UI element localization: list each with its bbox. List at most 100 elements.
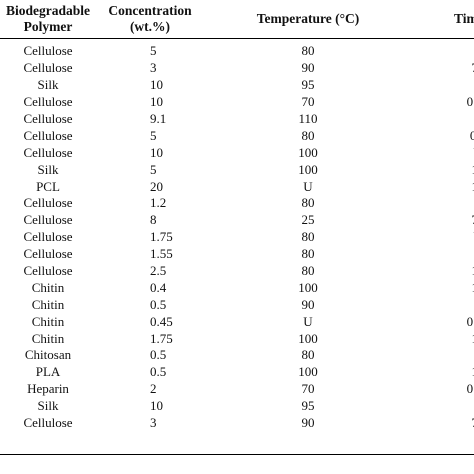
cell-temperature: 80 [301,195,315,211]
cell-time: 0.5 [469,127,474,143]
cell-time: 12 [378,161,474,178]
cell-temperature: 25 [301,212,315,228]
cell-concentration: 3 [150,60,157,76]
cell-concentration: 0.5 [150,296,167,312]
table-row: Heparin 2 70 0.03 [0,381,474,398]
cell-concentration: 1.2 [150,195,167,211]
cell-polymer: Cellulose [23,195,73,211]
cell-polymer: Chitin [31,313,65,329]
cell-temperature: 80 [301,347,315,363]
cell-polymer: Silk [37,398,59,414]
cell-concentration: 2.5 [150,263,167,279]
header-time: Time (Ho [378,0,474,39]
table-row: Cellulose 8 25 72 [0,212,474,229]
cell-time: 2 [378,39,474,60]
cell-polymer: Cellulose [23,263,73,279]
cell-polymer: Cellulose [23,127,73,143]
cell-time: 2 [378,77,474,94]
cell-polymer: PCL [36,178,60,194]
cell-time: 8 [378,296,474,313]
table-row: PCL 20 U 12 [0,178,474,195]
cell-concentration: 0.5 [150,347,167,363]
table-row: Chitin 0.5 90 8 [0,296,474,313]
data-table: Biodegradable Polymer Concentration (wt.… [0,0,474,432]
cell-time: 2 [378,398,474,415]
table-row: Cellulose 3 90 72 [0,415,474,432]
cell-polymer: Cellulose [23,111,73,126]
cell-concentration: 0.4 [150,279,167,295]
cell-temperature: 80 [301,127,315,143]
cell-time: 12 [378,178,474,195]
table-header: Biodegradable Polymer Concentration (wt.… [0,0,474,39]
cell-time: 12 [378,279,474,296]
table-row: Cellulose 1.55 80 8 [0,246,474,263]
cell-polymer: Cellulose [23,246,73,262]
cell-time: U [378,229,474,246]
cell-polymer: Cellulose [23,212,73,228]
header-concentration: Concentration (wt.%) [96,0,218,39]
cell-polymer: Chitin [31,279,65,295]
cell-time: 8 [378,246,474,263]
cell-temperature: 95 [301,398,315,414]
cell-concentration: 10 [150,398,163,414]
cell-concentration: 5 [150,43,157,59]
cell-temperature: 80 [301,229,315,245]
cell-time: 8 [378,195,474,212]
header-polymer-line-1: Biodegradable [5,3,90,18]
table-row: Cellulose 2.5 80 12 [0,263,474,280]
header-polymer: Biodegradable Polymer [0,0,96,39]
cell-temperature: 80 [301,246,315,262]
cell-temperature: 80 [301,263,315,279]
cell-temperature: 110 [298,111,318,126]
cell-temperature: 70 [301,94,315,110]
table-bottom-rule [0,454,474,455]
table-row: Silk 5 100 12 [0,161,474,178]
table-row: Chitin 0.4 100 12 [0,279,474,296]
header-concentration-line-1: Concentration [108,3,192,18]
cell-temperature: U [303,313,313,329]
cell-polymer: Silk [37,161,59,177]
cell-time: 1 [378,347,474,364]
table-row: Chitosan 0.5 80 1 [0,347,474,364]
table-row: Cellulose 10 70 0.03 [0,94,474,111]
cell-time: 12 [378,263,474,280]
cell-concentration: 9.1 [150,111,167,126]
cell-concentration: 1.55 [150,246,173,262]
cell-time: 15 [378,330,474,347]
cell-polymer: Chitin [31,296,65,312]
table-row: Silk 10 95 2 [0,398,474,415]
table-row: Chitin 1.75 100 15 [0,330,474,347]
table-row: Cellulose 5 80 0.5 [0,127,474,144]
cell-time: 72 [378,415,474,432]
table-row: Cellulose 9.1 110 2 [0,111,474,128]
cell-time: 2 [378,111,474,128]
cell-time: 15 [378,364,474,381]
cell-concentration: 8 [150,212,157,228]
cell-temperature: U [303,178,313,194]
table-body: Cellulose5802Cellulose39072Silk10952Cell… [0,39,474,432]
cell-concentration: 10 [150,77,163,93]
cell-concentration: 1.75 [150,229,173,245]
cell-time: 0.03 [466,313,474,329]
cell-temperature: 100 [298,161,318,177]
header-polymer-line-2: Polymer [23,19,73,34]
cell-polymer: Chitin [31,330,65,346]
cell-polymer: Cellulose [23,43,73,59]
cell-temperature: 90 [301,415,315,431]
cell-time: 72 [378,60,474,77]
cell-temperature: 100 [298,279,318,295]
table-row: Cellulose 5 80 2 [0,39,474,60]
cell-time: 0.03 [466,94,474,110]
cell-polymer: Cellulose [23,144,73,160]
cell-temperature: 70 [301,381,315,397]
cell-polymer: Cellulose [23,229,73,245]
cell-concentration: 1.75 [150,330,173,346]
cell-temperature: 100 [298,364,318,380]
cell-temperature: 100 [298,144,318,160]
cell-polymer: Silk [37,77,59,93]
table-row: PLA 0.5 100 15 [0,364,474,381]
cell-temperature: 95 [301,77,315,93]
cell-concentration: 0.5 [150,364,167,380]
cell-temperature: 90 [301,296,315,312]
cell-polymer: PLA [35,364,61,380]
